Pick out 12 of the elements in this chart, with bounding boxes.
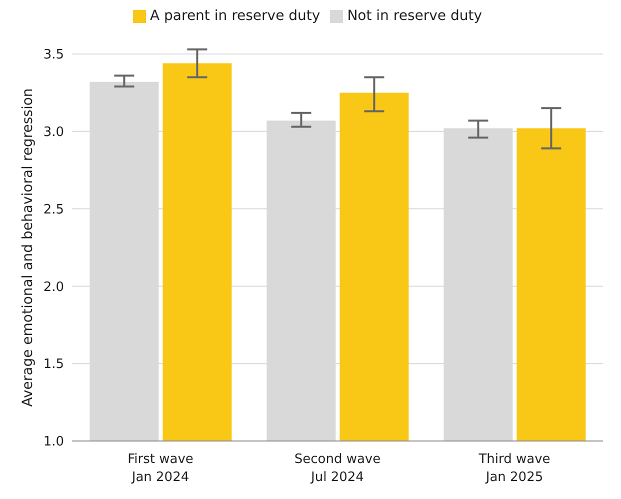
x-tick-label: First wave Jan 2024 [128, 452, 194, 485]
y-tick-label: 2.5 [43, 202, 64, 218]
y-tick-label: 1.5 [43, 357, 64, 372]
legend-label: Not in reserve duty [347, 8, 482, 24]
x-tick-label: Second wave Jul 2024 [294, 452, 381, 485]
y-axis-title: Average emotional and behavioral regression [20, 88, 36, 407]
x-tick-label: Third wave Jan 2025 [478, 452, 550, 485]
y-tick-label: 3.0 [43, 125, 64, 140]
y-tick-label: 1.0 [43, 434, 64, 450]
y-tick-label: 3.5 [43, 48, 64, 63]
y-tick-label: 2.0 [43, 280, 64, 295]
legend-label: A parent in reserve duty [150, 8, 320, 24]
